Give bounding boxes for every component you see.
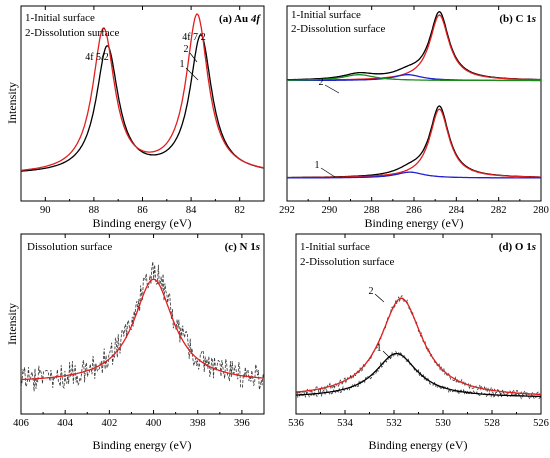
panel-a-annot-1-leader [185, 67, 199, 81]
panel-d-legend-2: 2-Dissolution surface [300, 256, 395, 268]
panel-d-tick-label-4: 528 [484, 418, 500, 429]
panel-a-title: (a) Au 4f [219, 13, 261, 25]
panel-b-legend-2: 2-Dissolution surface [291, 23, 386, 35]
panel-a-ylabel: Intensity [5, 82, 19, 124]
panel-a-annot-4f52: 4f 5/2 [85, 52, 109, 63]
panel-d-tick-label-5: 526 [533, 418, 549, 429]
panel-a-x-ticks: 90 88 86 84 82 [40, 6, 245, 216]
panel-b-title: (b) C 1s [499, 13, 536, 25]
panel-b-series-8 [287, 171, 541, 179]
panel-b-tick-label-3: 286 [406, 205, 422, 216]
panel-b-xlabel: Binding energy (eV) [364, 216, 463, 230]
panel-d-o1s: 536 534 532 530 528 526 (d) O 1s 1-Initial su… [288, 233, 549, 452]
panel-d-tick-label-2: 532 [386, 418, 402, 429]
panel-a-tick-label-3: 84 [186, 205, 197, 216]
panel-b-annot-1-leader [320, 167, 336, 178]
panel-b-tick-label-4: 284 [448, 205, 465, 216]
panel-b-annot-2: 2 [319, 77, 324, 88]
panel-c-xlabel: Binding energy (eV) [92, 438, 191, 452]
panel-c-x-ticks: 406 404 402 400 398 396 [13, 234, 250, 429]
panel-a-xlabel: Binding energy (eV) [92, 216, 191, 230]
panel-d-xlabel: Binding energy (eV) [368, 438, 467, 452]
panel-a-annot-2: 2 [184, 44, 189, 55]
panel-d-annot-2-leader [374, 293, 385, 303]
panel-c-n1s: 406 404 402 400 398 396 (c) N 1s Dissolution … [5, 233, 265, 452]
panel-b-frame [286, 5, 542, 202]
panel-b-series-7 [287, 108, 541, 179]
panel-a-annot-1: 1 [180, 59, 185, 70]
panel-d-curves [295, 295, 542, 400]
panel-c-series-0 [20, 261, 265, 392]
panel-d-x-ticks: 536 534 532 530 528 526 [288, 234, 549, 429]
panel-b-tick-label-0: 292 [279, 205, 295, 216]
panel-a-au4f: 90 88 86 84 82 (a) Au 4f 1-Initial surface 2… [5, 5, 265, 230]
panel-a-tick-label-2: 86 [137, 205, 148, 216]
panel-d-title: (d) O 1s [499, 241, 536, 253]
panel-d-legend-1: 1-Initial surface [300, 241, 370, 253]
panel-b-x-ticks: 292 290 288 286 284 282 280 [279, 6, 549, 216]
panel-a-legend-1: 1-Initial surface [25, 12, 95, 24]
panel-d-series-0 [295, 295, 542, 397]
panel-d-tick-label-3: 530 [435, 418, 451, 429]
panel-a-tick-label-4: 82 [234, 205, 245, 216]
panel-b-tick-label-1: 290 [321, 205, 337, 216]
panel-c-tick-label-2: 402 [101, 418, 117, 429]
panel-d-series-3 [296, 352, 542, 398]
panel-d-annot-1: 1 [377, 343, 382, 354]
panel-c-tick-label-5: 396 [234, 418, 250, 429]
panel-a-tick-label-1: 88 [89, 205, 100, 216]
panel-a-series-0 [21, 34, 265, 172]
panel-c-tick-label-3: 400 [146, 418, 162, 429]
panel-a-annot-4f72: 4f 7/2 [182, 32, 206, 43]
panel-b-series-4 [287, 74, 541, 82]
panel-b-annot-2-leader [324, 84, 340, 94]
panel-c-tick-label-1: 404 [57, 418, 74, 429]
panel-b-c1s: 292 290 288 286 284 282 280 (b) C 1s 1-Initial… [279, 5, 549, 230]
panel-c-ylabel: Intensity [5, 303, 19, 345]
panel-c-curves [20, 261, 265, 392]
panel-a-annot-2-leader [189, 52, 198, 63]
panel-c-series-1 [20, 278, 265, 381]
panel-a-legend-2: 2-Dissolution surface [25, 27, 120, 39]
panel-b-tick-label-2: 288 [364, 205, 380, 216]
panel-a-series-1 [20, 13, 265, 171]
panel-d-tick-label-0: 536 [288, 418, 304, 429]
panel-c-tick-label-0: 406 [13, 418, 29, 429]
panel-b-tick-label-6: 280 [533, 205, 549, 216]
panel-c-tick-label-4: 398 [190, 418, 206, 429]
panel-a-curves [20, 13, 265, 172]
panel-a-tick-label-0: 90 [40, 205, 51, 216]
panel-d-annot-2: 2 [369, 286, 374, 297]
panel-c-legend-1: Dissolution surface [27, 241, 112, 253]
panel-b-curves [287, 10, 541, 179]
panel-d-series-1 [295, 297, 542, 396]
panel-b-legend-1: 1-Initial surface [291, 9, 361, 21]
panel-d-tick-label-1: 534 [337, 418, 354, 429]
panel-b-tick-label-5: 282 [491, 205, 507, 216]
panel-d-annot-1-leader [382, 350, 392, 360]
panel-b-annot-1: 1 [315, 160, 320, 171]
panel-c-frame [20, 233, 265, 415]
panel-c-title: (c) N 1s [225, 241, 260, 253]
